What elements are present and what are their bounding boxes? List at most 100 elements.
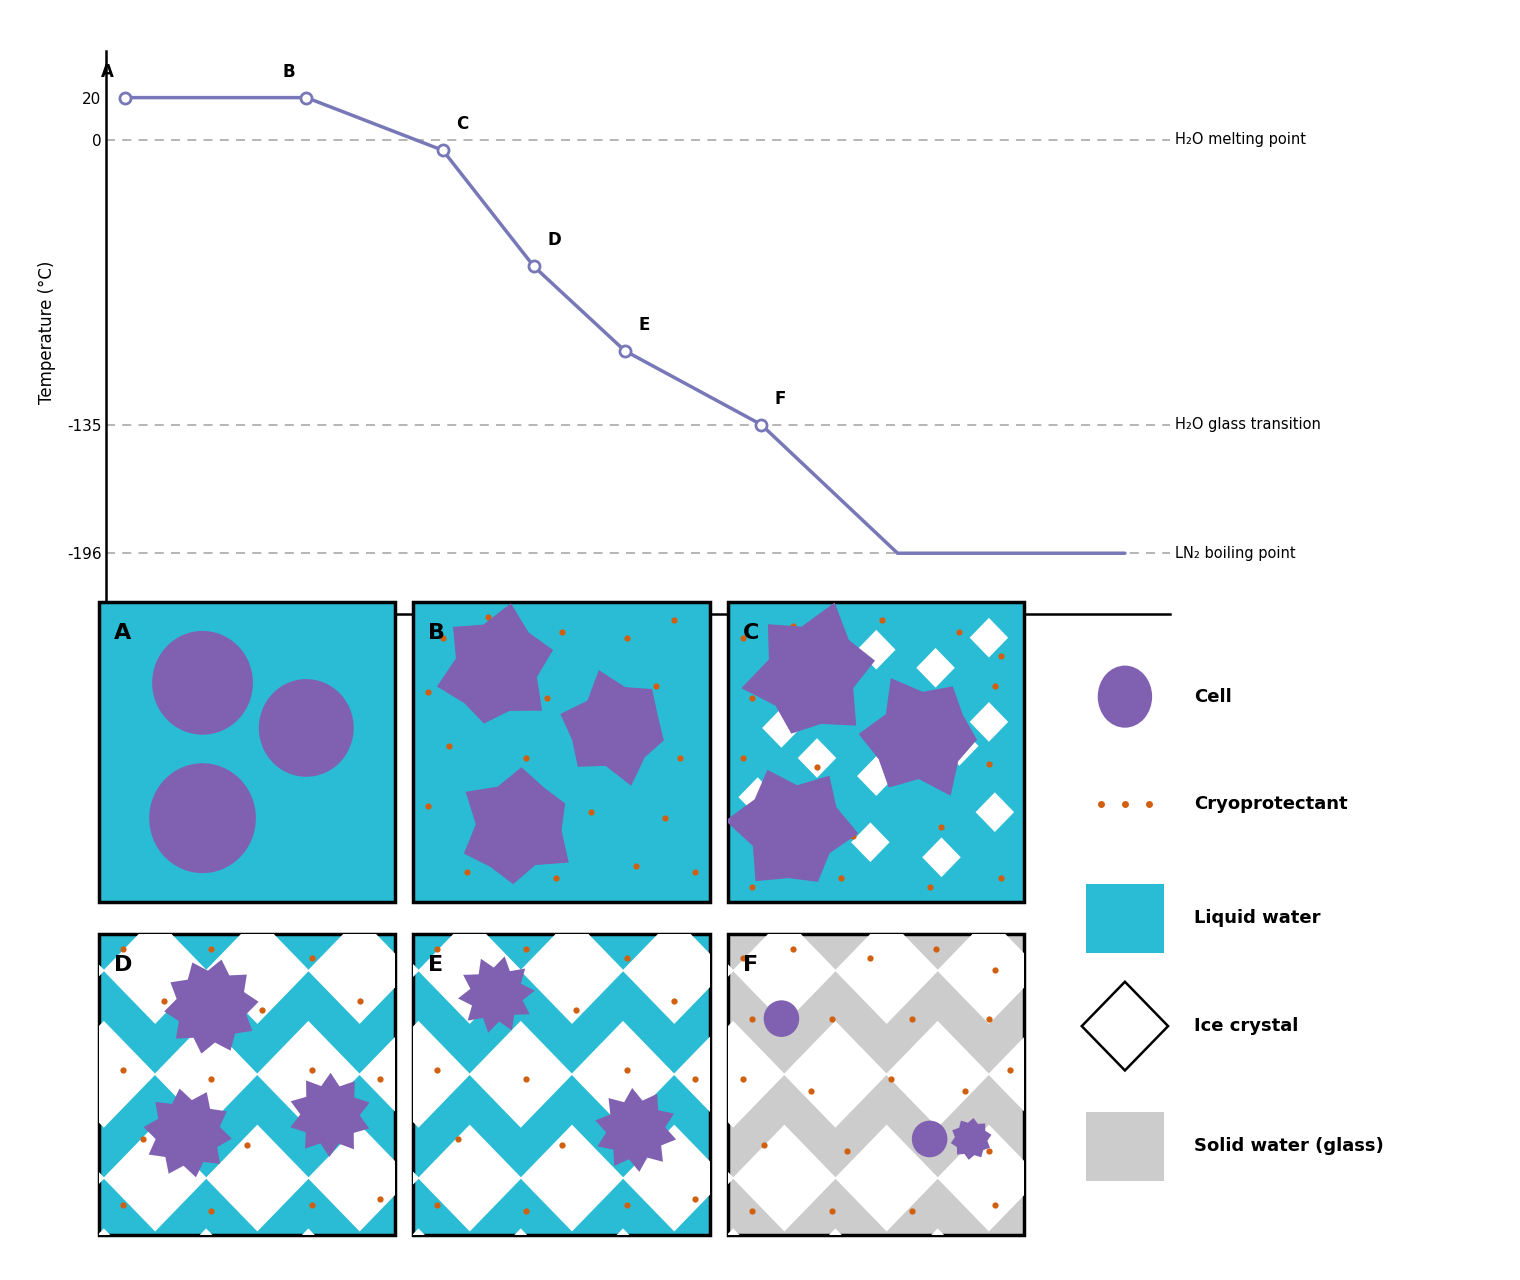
Polygon shape [257, 1229, 360, 1280]
Polygon shape [418, 916, 521, 1024]
Polygon shape [579, 813, 682, 920]
Polygon shape [834, 1125, 938, 1231]
Text: H₂O melting point: H₂O melting point [1175, 132, 1306, 147]
Polygon shape [739, 777, 777, 817]
Text: Cryoprotectant: Cryoprotectant [1195, 795, 1348, 813]
Polygon shape [923, 837, 961, 877]
Polygon shape [622, 916, 727, 1024]
Polygon shape [742, 603, 876, 733]
Polygon shape [572, 813, 675, 920]
Polygon shape [886, 1021, 990, 1128]
Polygon shape [1082, 982, 1167, 1070]
Text: Liquid water: Liquid water [1195, 909, 1321, 928]
FancyBboxPatch shape [413, 602, 710, 902]
Polygon shape [798, 739, 836, 778]
Polygon shape [572, 1021, 675, 1128]
Ellipse shape [258, 680, 354, 777]
Polygon shape [1142, 916, 1245, 1024]
Polygon shape [520, 709, 623, 817]
Polygon shape [917, 648, 955, 687]
Polygon shape [366, 813, 470, 920]
Polygon shape [976, 792, 1014, 832]
Polygon shape [103, 709, 207, 817]
Polygon shape [775, 1021, 880, 1128]
Polygon shape [596, 1088, 676, 1172]
Polygon shape [143, 1088, 233, 1178]
Polygon shape [52, 1229, 155, 1280]
FancyBboxPatch shape [1087, 1111, 1164, 1181]
Polygon shape [733, 709, 836, 817]
Polygon shape [936, 709, 1041, 817]
Polygon shape [520, 1125, 623, 1231]
Polygon shape [827, 1125, 930, 1231]
Polygon shape [859, 678, 977, 796]
Polygon shape [564, 813, 667, 920]
Polygon shape [468, 1229, 573, 1280]
Polygon shape [512, 916, 616, 1024]
Text: A: A [114, 622, 131, 643]
Polygon shape [103, 1125, 207, 1231]
Polygon shape [213, 916, 318, 1024]
Polygon shape [725, 709, 828, 817]
Polygon shape [436, 603, 553, 723]
Polygon shape [1090, 1229, 1195, 1280]
Text: E: E [638, 316, 649, 334]
Polygon shape [561, 669, 664, 786]
Polygon shape [0, 813, 53, 920]
Polygon shape [1193, 813, 1297, 920]
Polygon shape [1090, 813, 1195, 920]
Polygon shape [827, 916, 930, 1024]
Polygon shape [52, 1021, 155, 1128]
Polygon shape [154, 1021, 258, 1128]
Polygon shape [970, 701, 1008, 742]
Polygon shape [952, 1117, 991, 1160]
Polygon shape [205, 709, 309, 817]
Text: E: E [429, 955, 444, 975]
Polygon shape [468, 813, 573, 920]
Polygon shape [154, 1229, 258, 1280]
Polygon shape [1193, 1229, 1297, 1280]
Polygon shape [1040, 709, 1143, 817]
Ellipse shape [1097, 666, 1152, 728]
Polygon shape [631, 1125, 734, 1231]
Polygon shape [359, 1021, 462, 1128]
Polygon shape [154, 813, 258, 920]
Polygon shape [307, 1125, 412, 1231]
Polygon shape [725, 916, 828, 1024]
Polygon shape [527, 916, 632, 1024]
Polygon shape [264, 1229, 368, 1280]
Polygon shape [775, 1229, 880, 1280]
Polygon shape [783, 813, 888, 920]
Polygon shape [936, 1125, 1041, 1231]
Polygon shape [879, 1021, 982, 1128]
Polygon shape [0, 1229, 53, 1280]
Polygon shape [359, 813, 462, 920]
Polygon shape [886, 1229, 990, 1280]
Polygon shape [631, 916, 734, 1024]
Polygon shape [0, 1125, 3, 1231]
Polygon shape [579, 1021, 682, 1128]
Polygon shape [572, 1229, 675, 1280]
Text: H₂O glass transition: H₂O glass transition [1175, 417, 1321, 433]
Polygon shape [410, 1125, 514, 1231]
Polygon shape [879, 813, 982, 920]
Polygon shape [725, 1125, 828, 1231]
Polygon shape [783, 1229, 888, 1280]
Text: C: C [743, 622, 760, 643]
Polygon shape [307, 709, 412, 817]
Polygon shape [622, 1125, 727, 1231]
Polygon shape [527, 1125, 632, 1231]
Polygon shape [2, 916, 105, 1024]
Text: Solid water (glass): Solid water (glass) [1195, 1138, 1383, 1156]
Polygon shape [0, 916, 3, 1024]
Polygon shape [213, 1125, 318, 1231]
Polygon shape [939, 726, 979, 765]
Polygon shape [468, 1021, 573, 1128]
Text: B: B [283, 63, 295, 81]
Polygon shape [1142, 1125, 1245, 1231]
Polygon shape [316, 1125, 420, 1231]
Polygon shape [316, 916, 420, 1024]
Polygon shape [673, 1021, 777, 1128]
Polygon shape [564, 1229, 667, 1280]
FancyBboxPatch shape [99, 934, 395, 1235]
